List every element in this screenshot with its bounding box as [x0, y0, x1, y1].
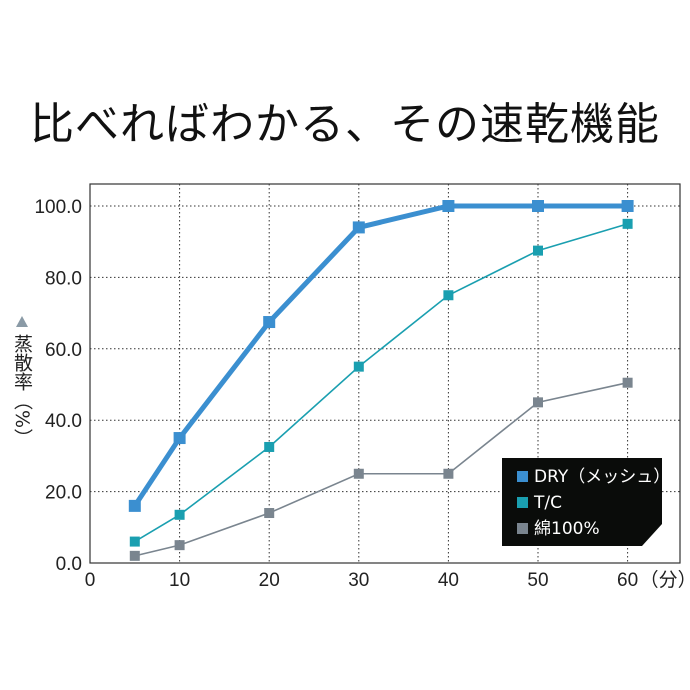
y-axis-ticks: 0.0 20.0 40.0 60.0 80.0 100.0	[34, 197, 82, 575]
x-axis-ticks: 0 10 20 30 40 50 60（分）	[85, 569, 690, 591]
x-tick-label: 40	[438, 570, 459, 591]
x-tick-label: 20	[259, 570, 280, 591]
data-point	[129, 550, 140, 561]
legend-swatch	[517, 471, 528, 482]
data-point	[443, 290, 454, 301]
plot-frame	[89, 183, 681, 564]
data-point	[532, 200, 544, 212]
data-point	[264, 508, 275, 519]
data-point	[442, 200, 455, 212]
series-1	[129, 218, 633, 547]
legend-label: 綿100%	[534, 519, 600, 539]
y-tick-label: 80.0	[45, 268, 82, 289]
chart-title: 比べればわかる、その速乾機能	[30, 99, 660, 150]
data-point	[622, 218, 633, 229]
ylabel-marker-icon	[16, 316, 28, 327]
x-tick-label: 30	[348, 570, 369, 591]
legend-swatch	[517, 523, 528, 534]
data-point	[533, 397, 543, 408]
data-point	[173, 432, 186, 445]
data-point	[129, 536, 140, 547]
series-2	[129, 377, 633, 561]
data-point	[622, 377, 633, 388]
grid	[90, 184, 680, 563]
data-point	[352, 221, 365, 234]
series-0	[128, 200, 634, 512]
x-unit-label: （分）	[640, 569, 690, 591]
series-layer	[128, 200, 634, 561]
data-point	[128, 499, 141, 512]
data-point	[353, 468, 364, 479]
legend-label: DRY（メッシュ）	[534, 467, 670, 487]
x-tick-label: 60	[617, 570, 638, 591]
y-tick-label: 20.0	[45, 483, 82, 504]
data-point	[533, 245, 543, 256]
x-tick-label: 10	[169, 570, 190, 591]
x-tick-label: 0	[85, 570, 96, 591]
legend-box	[502, 458, 662, 546]
legend: DRY（メッシュ） T/C 綿100%	[502, 458, 670, 546]
data-point	[263, 316, 276, 329]
legend-swatch	[517, 497, 528, 508]
y-tick-label: 0.0	[56, 554, 82, 575]
y-axis-label: 蒸散率（%）	[11, 334, 33, 448]
data-point	[264, 441, 275, 452]
data-point	[353, 361, 364, 372]
y-tick-label: 60.0	[45, 340, 82, 361]
y-tick-label: 40.0	[45, 411, 82, 432]
data-point	[621, 200, 634, 212]
data-point	[174, 540, 185, 551]
data-point	[174, 509, 185, 520]
legend-label: T/C	[533, 493, 562, 513]
x-tick-label: 50	[527, 570, 548, 591]
y-tick-label: 100.0	[34, 197, 82, 218]
data-point	[443, 468, 454, 479]
